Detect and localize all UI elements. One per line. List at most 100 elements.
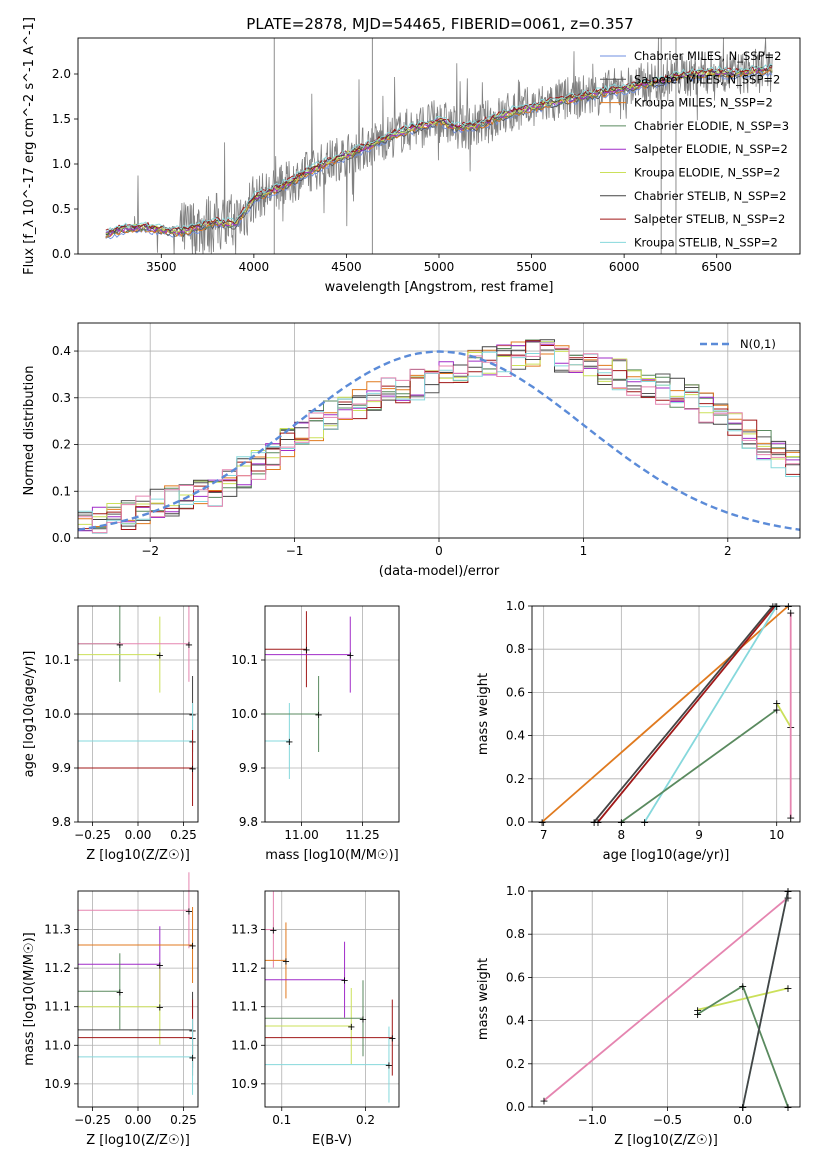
y-tick-label: 0.5: [52, 202, 71, 216]
legend-label: Salpeter MILES, N_SSP=2: [634, 72, 780, 86]
y-tick-label: 9.9: [239, 761, 258, 775]
age-vs-Z-frame: [77, 605, 199, 823]
weight-marker: +: [738, 980, 747, 993]
y-tick-label: 0.3: [52, 391, 71, 405]
x-axis-label: Z [log10(Z/Z☉)]: [86, 848, 190, 863]
mass-vs-ebv-frame: [264, 890, 400, 1108]
y-tick-label: 0.6: [506, 685, 525, 699]
x-tick-label: 0.25: [170, 1113, 197, 1127]
point-marker: +: [156, 1003, 164, 1014]
spectrum-model-line: [105, 70, 773, 240]
y-tick-label: 10.9: [44, 1077, 71, 1091]
y-tick-label: 0.4: [52, 344, 71, 358]
point-marker: +: [116, 640, 124, 651]
y-axis-label: mass weight: [476, 673, 491, 755]
y-tick-label: 0.2: [52, 438, 71, 452]
point-marker: +: [388, 1034, 396, 1045]
x-axis-label: mass [log10(M/M☉)]: [265, 848, 398, 863]
x-tick-label: 0.25: [170, 828, 197, 842]
x-axis-label: wavelength [Angstrom, rest frame]: [325, 280, 554, 295]
weight-marker: +: [784, 600, 793, 613]
weight-marker: +: [786, 812, 795, 825]
y-tick-label: 1.0: [52, 157, 71, 171]
y-tick-label: 11.0: [231, 1038, 258, 1052]
x-axis-label: E(B-V): [312, 1133, 352, 1148]
x-axis-label: Z [log10(Z/Z☉)]: [614, 1133, 718, 1148]
point-marker: +: [188, 1053, 196, 1064]
point-marker: +: [314, 710, 322, 721]
spectrum-model-line: [105, 67, 773, 237]
point-marker: +: [302, 645, 310, 656]
histogram-series: [78, 340, 800, 530]
y-tick-label: 11.1: [231, 1000, 258, 1014]
x-tick-label: 4500: [331, 260, 362, 274]
x-tick-label: 5500: [516, 260, 547, 274]
weight-marker: +: [783, 1101, 792, 1114]
x-tick-label: 2: [724, 544, 732, 558]
point-marker: +: [156, 960, 164, 971]
mass-vs-Z-frame: [77, 890, 199, 1108]
weight-marker: +: [738, 1101, 747, 1114]
age-vs-Z-axes: [74, 606, 198, 826]
point-marker: +: [188, 941, 196, 952]
legend-label: Kroupa ELODIE, N_SSP=2: [634, 166, 780, 180]
weight-marker: +: [738, 1101, 747, 1114]
weight-marker: +: [617, 816, 626, 829]
x-tick-label: −0.5: [653, 1113, 682, 1127]
figure-title: PLATE=2878, MJD=54465, FIBERID=0061, z=0…: [246, 15, 633, 33]
y-axis-label: Normed distribution: [22, 366, 37, 496]
y-tick-label: 11.3: [44, 923, 71, 937]
mass-weight-vs-age-frame: [531, 605, 801, 823]
weight-marker: +: [539, 1095, 548, 1108]
x-tick-label: 0: [435, 544, 443, 558]
y-tick-label: 0.8: [506, 642, 525, 656]
weight-marker: +: [693, 1004, 702, 1017]
weight-marker: +: [693, 1008, 702, 1021]
point-marker: +: [156, 651, 164, 662]
weight-line: [643, 605, 778, 823]
x-tick-label: 0.2: [356, 1113, 375, 1127]
y-tick-label: 0.1: [52, 484, 71, 498]
point-marker: +: [269, 926, 277, 937]
point-marker: +: [116, 987, 124, 998]
x-tick-label: 5000: [424, 260, 455, 274]
mass-vs-ebv-axes: [261, 891, 399, 1111]
x-tick-label: 0.0: [733, 1113, 752, 1127]
point-marker: +: [285, 737, 293, 748]
y-tick-label: 1.0: [506, 884, 525, 898]
weight-line: [697, 984, 789, 1108]
histogram-series: [78, 342, 800, 534]
y-axis-label: age [log10(age/yr)]: [22, 651, 37, 778]
weight-marker: +: [771, 600, 780, 613]
spectrum-model-line: [105, 66, 773, 233]
x-tick-label: 3500: [146, 260, 177, 274]
point-marker: +: [185, 906, 193, 917]
weight-marker: +: [772, 704, 781, 717]
y-tick-label: 10.1: [231, 653, 258, 667]
y-tick-label: 9.8: [239, 815, 258, 829]
y-tick-label: 10.9: [231, 1077, 258, 1091]
y-tick-label: 0.0: [506, 815, 525, 829]
x-tick-label: 4000: [239, 260, 270, 274]
x-tick-label: 7: [540, 828, 548, 842]
weight-marker: +: [537, 816, 546, 829]
age-vs-mass-frame: [264, 605, 400, 823]
spectrum-axes: [74, 73, 718, 258]
x-tick-label: 8: [618, 828, 626, 842]
legend-label: Salpeter STELIB, N_SSP=2: [634, 212, 785, 226]
y-tick-label: 1.0: [506, 599, 525, 613]
point-marker: +: [188, 764, 196, 775]
point-marker: +: [359, 1014, 367, 1025]
weight-line: [697, 987, 789, 1011]
x-tick-label: 1: [580, 544, 588, 558]
weight-line: [741, 890, 789, 1108]
x-axis-label: (data-model)/error: [379, 564, 500, 579]
y-tick-label: 11.0: [44, 1038, 71, 1052]
y-tick-label: 11.3: [231, 923, 258, 937]
y-tick-label: 10.0: [231, 707, 258, 721]
y-tick-label: 9.9: [52, 761, 71, 775]
y-tick-label: 11.1: [44, 1000, 71, 1014]
point-marker: +: [340, 976, 348, 987]
y-tick-label: 0.0: [506, 1100, 525, 1114]
weight-marker: +: [640, 816, 649, 829]
